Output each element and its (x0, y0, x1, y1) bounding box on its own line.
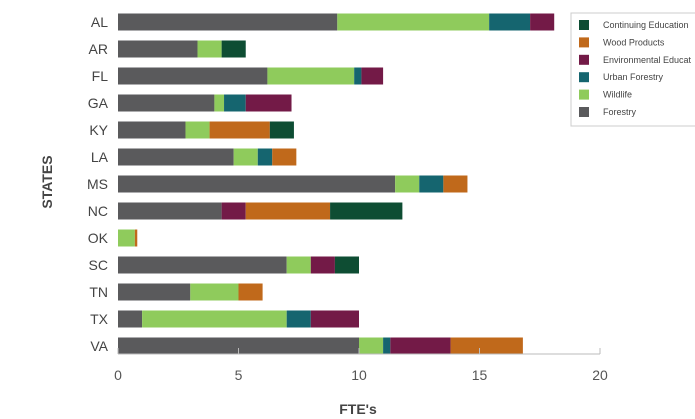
bar-ms-forestry (118, 175, 396, 193)
bar-tn-wood-products (238, 283, 263, 301)
bar-nc-wood-products (245, 202, 331, 220)
bar-la-forestry (118, 148, 234, 166)
category-label-ar: AR (89, 41, 108, 57)
bar-tx-forestry (118, 310, 143, 328)
bar-la-urban-forestry (257, 148, 273, 166)
x-tick-label-0: 0 (114, 367, 122, 383)
x-tick-label-5: 5 (235, 367, 243, 383)
bar-va-urban-forestry (383, 337, 391, 355)
bar-va-wildlife (359, 337, 384, 355)
bar-al-environmental-education (530, 13, 555, 31)
category-label-ms: MS (87, 176, 108, 192)
bar-va-forestry (118, 337, 359, 355)
bar-ga-wildlife (214, 94, 225, 112)
legend-swatch-continuing-education (579, 20, 589, 30)
legend: Continuing Education Wood Products Environ… (570, 12, 695, 127)
legend-label-forestry: Forestry (603, 107, 637, 117)
bar-va-environmental-education (390, 337, 451, 355)
bar-fl-urban-forestry (354, 67, 362, 85)
bar-ok-wood-products (134, 229, 138, 247)
bar-ok-wildlife (118, 229, 135, 247)
bar-ms-urban-forestry (419, 175, 444, 193)
legend-items: Continuing Education Wood Products Environ… (579, 20, 692, 117)
category-label-ga: GA (88, 95, 109, 111)
x-axis-title: FTE's (339, 401, 377, 417)
bar-sc-environmental-education (310, 256, 335, 274)
y-axis-title: STATES (39, 155, 55, 208)
bar-va-wood-products (450, 337, 523, 355)
bar-ga-forestry (118, 94, 215, 112)
category-label-fl: FL (92, 68, 109, 84)
category-labels: AL AR FL GA KY LA MS NC OK SC TN TX VA (87, 14, 109, 354)
bar-nc-forestry (118, 202, 222, 220)
bar-ky-forestry (118, 121, 186, 139)
bar-tn-wildlife (190, 283, 239, 301)
legend-label-wildlife: Wildlife (603, 90, 632, 100)
legend-swatch-wood-products (579, 37, 589, 48)
legend-label-environmental-education: Environmental Educat (603, 55, 692, 65)
bar-ar-continuing-education (221, 40, 246, 58)
bar-fl-wildlife (267, 67, 355, 85)
bar-al-wildlife (337, 13, 490, 31)
legend-label-continuing-education: Continuing Education (603, 20, 689, 30)
bar-ky-wood-products (209, 121, 270, 139)
bar-tx-urban-forestry (286, 310, 311, 328)
legend-swatch-wildlife (579, 89, 589, 100)
bar-fl-environmental-education (361, 67, 384, 85)
category-label-ok: OK (88, 230, 109, 246)
bar-la-wood-products (272, 148, 297, 166)
bars-layer (118, 13, 555, 355)
category-label-nc: NC (88, 203, 108, 219)
bar-sc-wildlife (286, 256, 311, 274)
x-tick-label-20: 20 (592, 367, 608, 383)
bar-al-forestry (118, 13, 338, 31)
legend-swatch-urban-forestry (579, 72, 589, 83)
category-label-va: VA (90, 338, 108, 354)
bar-nc-continuing-education (330, 202, 403, 220)
bar-sc-continuing-education (334, 256, 359, 274)
bar-nc-environmental-education (221, 202, 246, 220)
bar-ga-environmental-education (245, 94, 292, 112)
legend-swatch-forestry (579, 107, 589, 117)
category-label-tx: TX (90, 311, 109, 327)
bar-ms-wood-products (443, 175, 468, 193)
bar-ga-urban-forestry (224, 94, 246, 112)
bar-tx-wildlife (142, 310, 287, 328)
bar-tn-forestry (118, 283, 191, 301)
bar-ky-wildlife (185, 121, 210, 139)
category-label-sc: SC (89, 257, 108, 273)
bar-fl-forestry (118, 67, 268, 85)
bar-la-wildlife (233, 148, 258, 166)
category-label-ky: KY (89, 122, 108, 138)
legend-box (570, 12, 695, 127)
bar-sc-forestry (118, 256, 287, 274)
legend-label-wood-products: Wood Products (603, 37, 665, 47)
bar-ky-continuing-education (269, 121, 294, 139)
bar-ar-wildlife (197, 40, 222, 58)
bar-tx-environmental-education (310, 310, 359, 328)
legend-swatch-environmental-education (579, 54, 589, 65)
legend-label-urban-forestry: Urban Forestry (603, 72, 664, 82)
category-label-tn: TN (89, 284, 108, 300)
bar-ar-forestry (118, 40, 198, 58)
x-tick-label-10: 10 (351, 367, 367, 383)
x-tick-label-15: 15 (472, 367, 488, 383)
category-label-la: LA (91, 149, 109, 165)
bar-ms-wildlife (395, 175, 420, 193)
bar-al-urban-forestry (489, 13, 531, 31)
x-ticks: 0 5 10 15 20 (114, 348, 608, 383)
category-label-al: AL (91, 14, 108, 30)
